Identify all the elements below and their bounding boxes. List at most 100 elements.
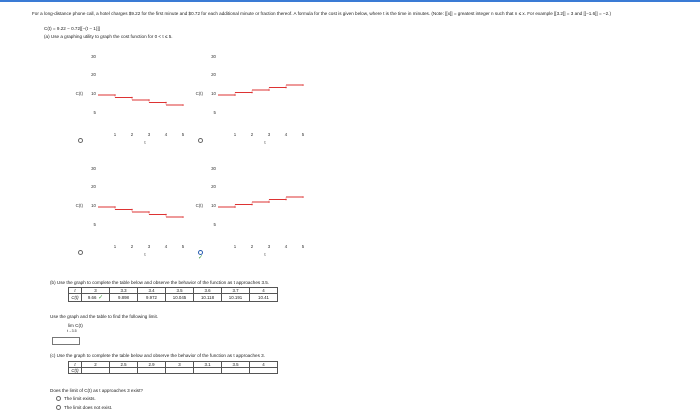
x-tick-label: 3 [148,132,151,137]
limit-expression: lim C(t) [68,323,83,328]
step-graph: 30 20 10 5 C(t) 1 2 3 4 5 t [196,166,305,257]
y-tick-label: 20 [91,72,96,77]
step-dot [131,96,133,99]
x-tick-label: 1 [114,132,117,137]
step-dot [302,84,304,86]
x-tick-label: 5 [302,244,305,249]
step-dot [114,94,116,96]
graph-radio[interactable] [198,138,203,143]
table-input[interactable] [249,367,278,374]
step-dot [114,206,116,208]
x-tick-label: 2 [251,132,254,137]
y-tick-label: 5 [94,110,97,115]
x-tick-label: 4 [285,244,288,249]
graph-radio[interactable] [198,250,203,255]
step-dot [285,86,287,89]
step-dot [251,203,253,206]
step-dot [165,213,167,216]
table-input[interactable]: 10.191 [221,293,250,302]
top-bar [0,0,700,2]
table-row: C(t) [68,367,278,374]
x-tick-label: 1 [114,244,117,249]
x-axis-label: t [264,140,266,145]
y-tick-label: 30 [91,166,96,171]
step-graph: 30 20 10 5 C(t) 1 2 3 4 5 t [76,166,185,257]
step-dot [268,201,270,203]
step-dot [148,99,150,101]
option-radio[interactable] [56,396,61,401]
part-a-prompt: (a) Use a graphing utility to graph the … [44,34,173,39]
step-dot [268,89,270,91]
table-input[interactable] [193,367,222,374]
intro-text: For a long-distance phone call, a hotel … [32,11,611,16]
part-c-table: t 2 2.5 2.9 3 3.1 3.5 4 C(t) [68,361,278,374]
limit-input[interactable] [52,337,80,345]
option-radio[interactable] [56,405,61,410]
x-tick-label: 5 [182,132,185,137]
step-graph: 30 20 10 5 C(t) 1 2 3 4 5 t [196,54,305,145]
option-label[interactable]: The limit does not exist. [64,405,113,410]
table-input[interactable]: 9.66 ✓ [81,293,110,302]
table-input[interactable] [137,367,166,374]
step-dot [285,198,287,201]
table-input[interactable] [221,367,250,374]
step-dot [148,211,150,213]
step-dot [182,216,184,218]
check-icon: ✓ [198,255,204,261]
y-axis-label: C(t) [196,203,204,208]
y-tick-label: 10 [91,203,96,208]
table-input[interactable]: 9.972 [137,293,166,302]
y-tick-label: 30 [211,54,216,59]
table-input[interactable]: 10.118 [193,293,222,302]
x-axis-label: t [144,252,146,257]
step-dot [302,196,304,198]
limit-prompt: Use the graph and the table to find the … [50,314,159,319]
x-tick-label: 2 [131,244,134,249]
table-input[interactable] [81,367,110,374]
y-axis-label: C(t) [76,203,84,208]
x-tick-label: 1 [234,244,237,249]
step-dot [234,94,236,96]
y-tick-label: 10 [211,203,216,208]
option-label[interactable]: The limit exists. [64,396,96,401]
table-input[interactable] [165,367,194,374]
table-input[interactable]: 10.045 [165,293,194,302]
x-axis-label: t [264,252,266,257]
x-tick-label: 3 [268,244,271,249]
y-tick-label: 30 [211,166,216,171]
formula: C(t) = 9.22 − 0.72[[−(t − 1)]] [44,26,100,31]
x-axis-label: t [144,140,146,145]
graph-radio[interactable] [78,250,83,255]
y-tick-label: 5 [214,222,217,227]
table-header: C(t) [68,367,82,374]
y-axis-label: C(t) [196,91,204,96]
y-tick-label: 10 [211,91,216,96]
part-b-table: t 3 3.3 3.4 3.5 3.6 3.7 4 C(t) 9.66 ✓ 9.898 9.972 10… [68,287,278,302]
x-tick-label: 5 [302,132,305,137]
step-dot [131,208,133,211]
y-tick-label: 20 [211,72,216,77]
table-input[interactable]: 10.41 [249,293,278,302]
y-axis-label: C(t) [76,91,84,96]
part-c-question: Does the limit of C(t) as t approaches 3… [50,388,143,393]
step-dot [182,104,184,106]
y-tick-label: 5 [94,222,97,227]
table-row: C(t) 9.66 ✓ 9.898 9.972 10.045 10.118 10.191 10… [68,293,278,302]
graph-radio[interactable] [78,138,83,143]
y-tick-label: 5 [214,110,217,115]
table-input[interactable]: 9.898 [109,293,138,302]
x-tick-label: 3 [268,132,271,137]
step-dot [165,101,167,104]
x-tick-label: 2 [251,244,254,249]
step-graph: 30 20 10 5 C(t) 1 2 3 4 5 t [76,54,185,145]
x-tick-label: 2 [131,132,134,137]
y-tick-label: 10 [91,91,96,96]
x-tick-label: 1 [234,132,237,137]
part-c-prompt: (c) Use the graph to complete the table … [50,353,266,358]
check-icon: ✓ [96,295,104,301]
table-input[interactable] [109,367,138,374]
table-header: C(t) [68,293,82,302]
step-dot [234,206,236,208]
part-b-prompt: (b) Use the graph to complete the table … [50,280,270,285]
